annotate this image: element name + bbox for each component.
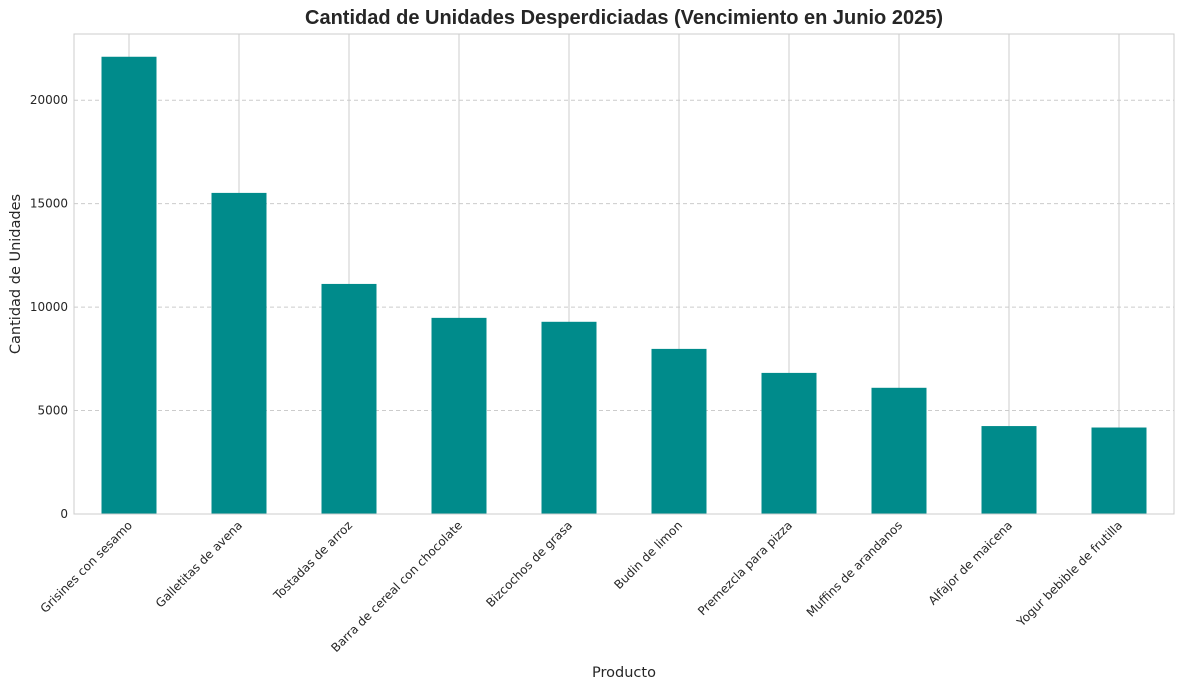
x-tick-label: Yogur bebible de frutilla [1014,518,1126,630]
bar [761,372,817,514]
x-tick-label: Grisines con sesamo [38,518,135,615]
bar [871,387,927,514]
bar [431,317,487,514]
bar [541,321,597,514]
x-tick-label: Barra de cereal con chocolate [328,518,465,655]
x-tick-label: Muffins de arandanos [804,518,905,619]
x-tick-label: Premezcla para pizza [695,518,795,618]
x-tick-label: Bizcochos de grasa [483,518,575,610]
x-axis-label: Producto [592,665,656,681]
y-tick-label: 5000 [37,404,68,418]
bars [101,56,1147,515]
y-tick-label: 10000 [30,300,68,314]
x-tick-label: Budin de limon [611,518,685,592]
bar [101,56,157,515]
bar [651,348,707,514]
x-tick-label: Alfajor de maicena [926,518,1016,608]
chart-title: Cantidad de Unidades Desperdiciadas (Ven… [305,7,943,29]
plot-frame [73,33,1175,515]
bar [211,192,267,514]
x-tick-label: Galletitas de avena [153,518,245,610]
bar [981,426,1037,514]
y-tick-labels: 0 5000 10000 15000 20000 [30,93,68,521]
x-tick-label: Tostadas de arroz [270,518,355,603]
y-tick-label: 0 [60,507,68,521]
bar [321,283,377,514]
x-tick-labels: Grisines con sesamo Galletitas de avena To… [38,518,1125,655]
y-tick-label: 15000 [30,197,68,211]
y-tick-label: 20000 [30,93,68,107]
bar [1091,427,1147,514]
y-axis-label: Cantidad de Unidades [8,194,24,354]
